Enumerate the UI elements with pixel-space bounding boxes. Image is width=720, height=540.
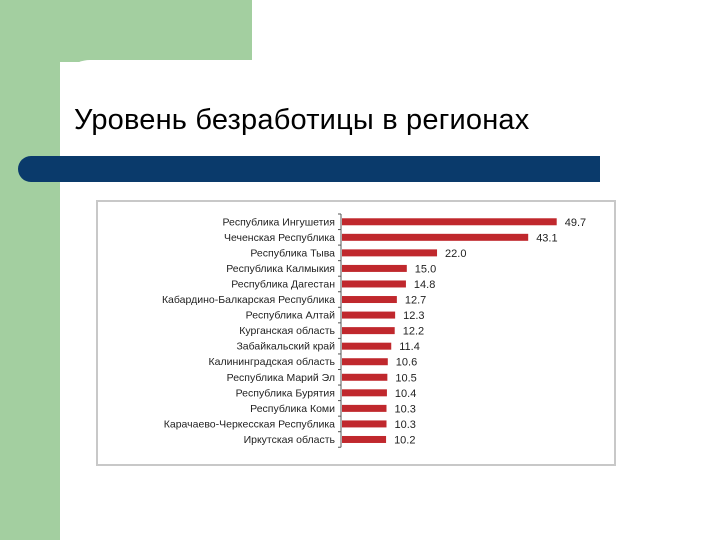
category-label: Республика Бурятия: [236, 387, 335, 399]
bar: [342, 342, 392, 350]
value-label: 14.8: [414, 279, 435, 291]
value-label: 12.7: [405, 295, 426, 307]
category-label: Калининградская область: [209, 356, 336, 368]
value-label: 49.7: [565, 217, 586, 229]
value-label: 15.0: [415, 263, 436, 275]
bar: [342, 404, 387, 412]
category-label: Республика Марий Эл: [227, 372, 335, 384]
category-label: Иркутская область: [244, 434, 336, 446]
category-label: Республика Коми: [250, 403, 335, 415]
bar: [342, 233, 529, 241]
category-label: Республика Дагестан: [231, 278, 335, 290]
value-labels: 49.7 43.1 22.0 15.0 14.8 12.7 12.3 12.2 11.4 10.6…: [394, 217, 586, 447]
bar: [342, 249, 438, 257]
category-label: Республика Ингушетия: [222, 216, 335, 228]
value-label: 43.1: [536, 232, 557, 244]
value-label: 10.4: [395, 388, 416, 400]
bar: [342, 420, 387, 428]
value-label: 10.3: [394, 403, 415, 415]
value-label: 10.5: [395, 372, 416, 384]
axis-ticks: [338, 213, 341, 448]
bar: [342, 311, 396, 319]
bar: [342, 280, 406, 288]
bar: [342, 435, 387, 443]
bar: [342, 296, 397, 304]
value-label: 22.0: [445, 248, 466, 260]
category-label: Республика Алтай: [246, 310, 335, 322]
bar: [342, 218, 557, 226]
category-labels: Республика Ингушетия Чеченская Республика…: [162, 216, 336, 446]
category-label: Республика Калмыкия: [226, 263, 335, 275]
slide-title: Уровень безработицы в регионах: [74, 104, 530, 136]
category-label: Кабардино-Балкарская Республика: [162, 294, 335, 306]
bar: [342, 373, 388, 381]
value-label: 12.3: [403, 310, 424, 322]
value-label: 11.4: [399, 341, 420, 353]
category-label: Забайкальский край: [236, 341, 335, 353]
value-label: 10.2: [394, 434, 415, 446]
category-label: Карачаево-Черкесская Республика: [164, 418, 335, 430]
category-label: Чеченская Республика: [224, 232, 335, 244]
value-label: 10.6: [396, 357, 417, 369]
value-label: 12.2: [403, 326, 424, 338]
bar: [342, 264, 407, 272]
title-underline-bar: [18, 156, 600, 182]
bar-group: [342, 218, 557, 443]
value-label: 10.3: [394, 419, 415, 431]
green-top-block: [0, 0, 252, 62]
bar: [342, 358, 388, 366]
category-label: Республика Тыва: [250, 247, 335, 259]
bar: [342, 327, 395, 335]
green-sidebar-strip: [0, 0, 60, 540]
bar: [342, 389, 387, 397]
category-label: Курганская область: [239, 325, 335, 337]
